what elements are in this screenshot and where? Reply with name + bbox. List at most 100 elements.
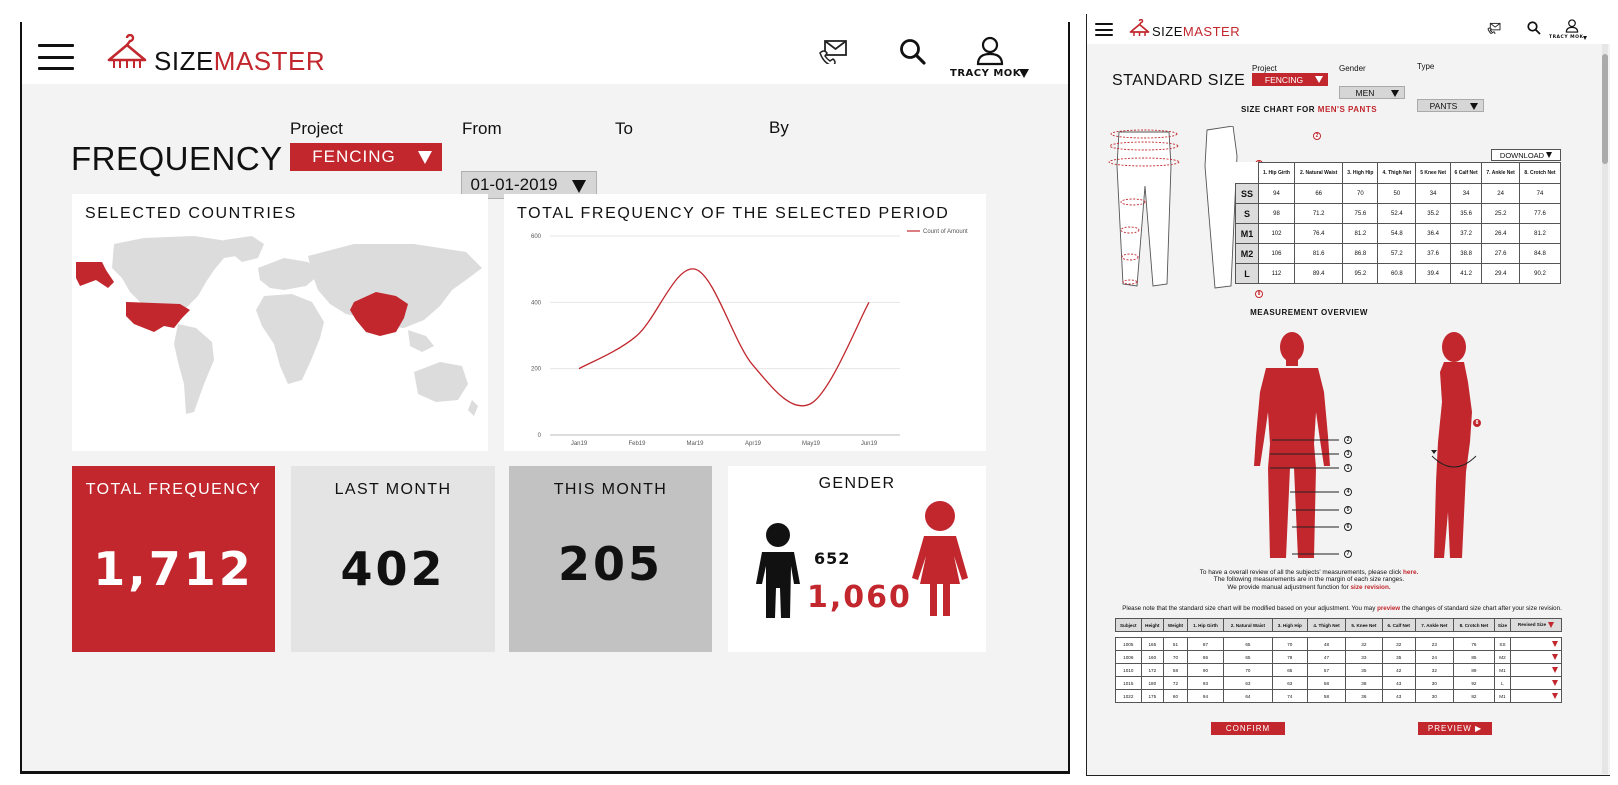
top-header: SIZEMASTER TRACY MOK [1087, 14, 1610, 44]
brand-logo[interactable]: SIZEMASTER [154, 46, 325, 77]
scrollbar-thumb[interactable] [1602, 54, 1608, 164]
confirm-button[interactable]: CONFIRM [1211, 722, 1285, 735]
table-row: 1015 180 72 93 63 63 58 38 43 30 92 L [1115, 676, 1563, 690]
download-button[interactable]: DOWNLOAD [1491, 149, 1561, 161]
user-name[interactable]: TRACY MOK [950, 68, 1022, 79]
size-value-cell: 76.4 [1293, 223, 1344, 244]
gender-select[interactable]: MEN [1339, 86, 1405, 99]
size-value-cell: 39.4 [1415, 263, 1451, 284]
user-avatar-icon[interactable] [1565, 19, 1579, 33]
australia-shape [414, 362, 468, 402]
size-revision-link[interactable]: size revision. [1350, 583, 1391, 591]
table-row: M1 102 76.4 81.2 54.8 36.4 37.2 26.4 81.2 [1235, 223, 1562, 244]
size-value-cell: 86.8 [1342, 243, 1379, 264]
revised-size-select[interactable] [1509, 637, 1563, 651]
size-chart-table: 1. Hip Girth 2. Natural Waist 3. High Hip 4… [1235, 162, 1562, 284]
chevron-down-icon [1552, 667, 1558, 673]
female-count: 1,060 [807, 580, 912, 615]
user-name[interactable]: TRACY MOK [1549, 35, 1584, 40]
subject-column-header: Weight [1163, 618, 1188, 632]
table-row: 1022 175 60 94 64 74 58 36 43 30 82 M1 [1115, 689, 1563, 703]
search-icon[interactable] [899, 38, 927, 66]
size-value-cell: 94 [1258, 183, 1295, 204]
total-frequency-title: TOTAL FREQUENCY [85, 481, 262, 498]
chevron-down-icon [1552, 654, 1558, 660]
revised-size-select[interactable] [1509, 663, 1563, 677]
subject-column-header: 3. High Hip [1271, 618, 1308, 632]
page-title: FREQUENCY [71, 140, 283, 177]
gender-title: GENDER [818, 475, 896, 492]
mail-icon[interactable] [1487, 22, 1501, 34]
map-title: SELECTED COUNTRIES [85, 205, 297, 222]
chevron-down-icon [1548, 622, 1554, 628]
here-link[interactable]: here. [1403, 569, 1419, 576]
size-name-cell: M1 [1235, 223, 1259, 244]
project-label: Project [1252, 64, 1277, 73]
brand-part1: SIZE [154, 46, 214, 76]
search-icon[interactable] [1527, 21, 1541, 35]
revised-size-select[interactable] [1509, 650, 1563, 664]
note-line-4a: Please note that the standard size chart… [1122, 605, 1376, 612]
subject-cell: 43 [1381, 689, 1416, 703]
x-tick-label: Jan19 [571, 441, 588, 447]
frequency-chart-card: TOTAL FREQUENCY OF THE SELECTED PERIOD 0… [504, 194, 986, 451]
project-value: FENCING [1264, 74, 1304, 85]
mail-icon[interactable] [818, 38, 848, 64]
preview-link[interactable]: preview [1377, 605, 1401, 612]
subject-cell: 90 [1186, 663, 1225, 677]
type-select[interactable]: PANTS [1417, 99, 1484, 112]
subject-cell: 76 [1452, 637, 1496, 651]
size-name-cell: S [1235, 203, 1259, 224]
subject-cell: 78 [1271, 650, 1308, 664]
subject-cell: L [1494, 676, 1511, 690]
subject-cell: 70 [1163, 650, 1188, 664]
subject-cell: 65 [1271, 663, 1308, 677]
menu-icon[interactable] [38, 44, 74, 70]
table-row: 1006 160 70 86 65 78 47 33 35 24 85 M2 [1115, 650, 1563, 664]
x-tick-label: Apr19 [745, 441, 762, 447]
subject-cell: 1010 [1115, 663, 1142, 677]
menu-icon[interactable] [1095, 23, 1113, 36]
size-column-header: 2. Natural Waist [1293, 162, 1344, 184]
chevron-down-icon [1552, 693, 1558, 699]
size-value-cell: 27.6 [1481, 243, 1520, 264]
project-select[interactable]: FENCING [290, 143, 442, 171]
x-tick-label: Feb19 [628, 441, 646, 447]
type-label: Type [1417, 62, 1435, 71]
subject-cell: 1006 [1115, 650, 1142, 664]
revised-size-select[interactable] [1509, 689, 1563, 703]
south-america-shape [174, 324, 214, 414]
note-line-1: To have a overall review of all the subj… [1199, 569, 1402, 576]
subject-cell: 1022 [1115, 689, 1142, 703]
vertical-scrollbar[interactable] [1602, 44, 1608, 774]
subject-column-header: Subject [1115, 618, 1142, 632]
this-month-title: THIS MONTH [553, 481, 668, 498]
download-label: DOWNLOAD [1499, 150, 1545, 160]
subject-cell: 82 [1452, 689, 1496, 703]
size-name-cell: M2 [1235, 243, 1259, 264]
subject-cell: 58 [1306, 676, 1347, 690]
brand-logo[interactable]: SIZEMASTER [1152, 24, 1240, 39]
subject-cell: 63 [1223, 676, 1273, 690]
countries-map-card: SELECTED COUNTRIES [72, 194, 488, 451]
subject-column-header: 2. Natural Waist [1223, 618, 1273, 632]
user-avatar-icon[interactable] [975, 36, 1005, 66]
subject-cell: 57 [1306, 663, 1347, 677]
chevron-down-icon [1391, 90, 1399, 97]
user-dropdown-icon[interactable] [1583, 36, 1587, 40]
type-value: PANTS [1429, 100, 1458, 111]
body-measurement-marker: 7 [1344, 550, 1352, 558]
size-value-cell: 24 [1481, 183, 1520, 204]
chart-title: TOTAL FREQUENCY OF THE SELECTED PERIOD [517, 205, 950, 222]
gender-label: Gender [1339, 64, 1366, 73]
chevron-down-icon [1552, 641, 1558, 647]
y-tick-label: 400 [531, 300, 542, 306]
project-select[interactable]: FENCING [1252, 73, 1328, 86]
user-dropdown-icon[interactable] [1019, 69, 1029, 78]
subject-cell: M1 [1494, 689, 1511, 703]
subject-cell: 43 [1381, 676, 1416, 690]
size-value-cell: 37.6 [1415, 243, 1451, 264]
size-value-cell: 81.2 [1518, 223, 1562, 244]
revised-size-select[interactable] [1509, 676, 1563, 690]
preview-button[interactable]: PREVIEW ▶ [1418, 722, 1492, 735]
